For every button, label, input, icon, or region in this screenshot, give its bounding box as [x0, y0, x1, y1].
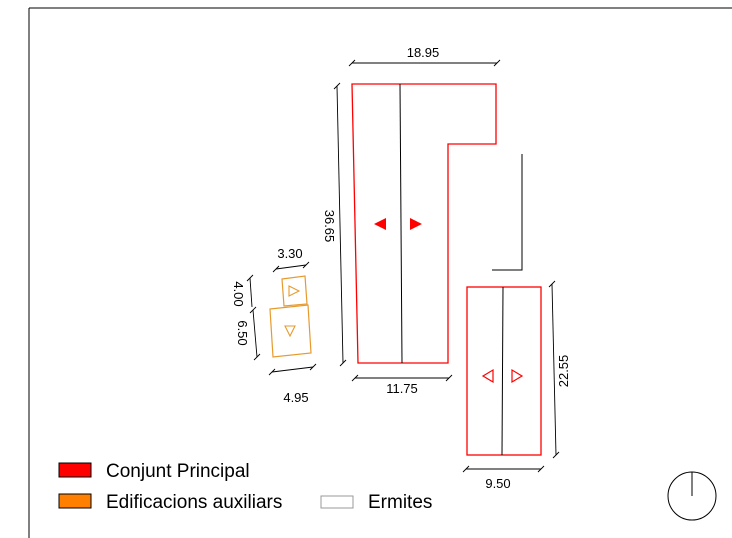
legend-label-main: Conjunt Principal — [106, 461, 250, 482]
legend-swatch-hermitage — [320, 495, 354, 509]
auxiliary-buildings — [269, 275, 312, 358]
arrow-left-icon — [374, 218, 386, 230]
legend-swatch-auxiliary — [58, 493, 92, 509]
legend: Conjunt Principal Edificacions auxiliars… — [58, 461, 432, 513]
dimension-lines — [246, 59, 560, 473]
south-building-ridge — [501, 286, 504, 456]
dim-main-side: 36.65 — [322, 210, 337, 243]
dim-aux-top: 3.30 — [277, 246, 302, 261]
dim-main-bottom: 11.75 — [386, 381, 418, 396]
south-building — [466, 154, 542, 456]
north-arrow-icon — [667, 471, 717, 521]
legend-label-auxiliary: Edificacions auxiliars — [106, 492, 282, 513]
aux-building-large — [269, 304, 312, 358]
dim-aux-bottom: 4.95 — [283, 390, 308, 405]
arrow-right-icon — [288, 285, 301, 297]
dim-main-top: 18.95 — [407, 45, 440, 60]
dim-wing-side: 22.55 — [556, 355, 571, 388]
arrow-down-icon — [284, 325, 296, 338]
legend-label-hermitage: Ermites — [368, 492, 432, 513]
arrow-left-icon — [481, 368, 494, 384]
boundary-line — [492, 154, 523, 271]
aux-building-small — [281, 275, 308, 307]
drawing-frame — [28, 7, 732, 538]
legend-swatch-main — [58, 462, 92, 478]
main-building-outline — [351, 83, 497, 364]
south-building-outline — [466, 286, 542, 456]
main-building-ridge — [399, 83, 403, 364]
arrow-right-icon — [511, 368, 524, 384]
dim-wing-bottom: 9.50 — [485, 476, 510, 491]
dim-aux-large-side: 6.50 — [235, 320, 250, 345]
dim-aux-small-side: 4.00 — [231, 281, 246, 306]
main-building — [351, 83, 497, 364]
arrow-right-icon — [410, 218, 422, 230]
